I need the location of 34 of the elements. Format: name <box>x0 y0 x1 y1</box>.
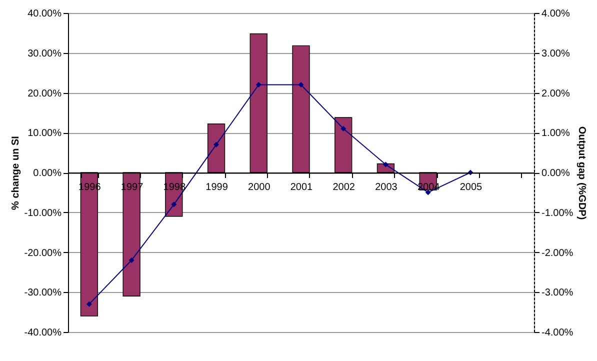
y2-tick-label: -1.00% <box>542 208 574 219</box>
y-tick-label: 30.00% <box>28 48 62 60</box>
y-tick-label: 0.00% <box>33 168 62 179</box>
x-tick-label: 2001 <box>290 182 314 193</box>
y2-tick-label: -3.00% <box>542 288 574 299</box>
point <box>214 142 220 148</box>
point <box>171 202 177 208</box>
y-tick-label: 20.00% <box>28 88 62 100</box>
y-tick-label: -10.00% <box>24 208 62 219</box>
y-tick-label: 40.00% <box>28 8 62 20</box>
y2-tick-label: 3.00% <box>542 48 570 60</box>
point <box>256 82 262 88</box>
x-tick-label: 2002 <box>332 182 356 193</box>
point <box>86 301 92 307</box>
x-tick-label: 2005 <box>460 182 483 193</box>
y-tick-label: -20.00% <box>24 248 62 259</box>
y2-tick-label: -2.00% <box>542 248 574 259</box>
x-tick-label: 2003 <box>375 182 398 193</box>
x-tick-label: 1999 <box>206 182 228 193</box>
y2-tick-label: 2.00% <box>542 88 570 100</box>
point <box>382 162 388 168</box>
y2-tick-label: 4.00% <box>542 8 570 20</box>
y-tick-label: -40.00% <box>24 328 62 338</box>
point <box>298 82 304 88</box>
y2-tick-label: 1.00% <box>542 128 570 140</box>
point <box>340 126 346 132</box>
x-tick-label: 2000 <box>248 182 271 193</box>
y-tick-label: 10.00% <box>28 128 62 140</box>
point <box>128 257 134 263</box>
y2-tick-label: -4.00% <box>542 328 574 338</box>
y2-tick-label: 0.00% <box>542 168 570 179</box>
y2-axis-title: Output gap (%GDP) <box>576 126 588 220</box>
y-axis-title: % change un SI <box>10 136 22 210</box>
y-tick-label: -30.00% <box>24 288 62 299</box>
